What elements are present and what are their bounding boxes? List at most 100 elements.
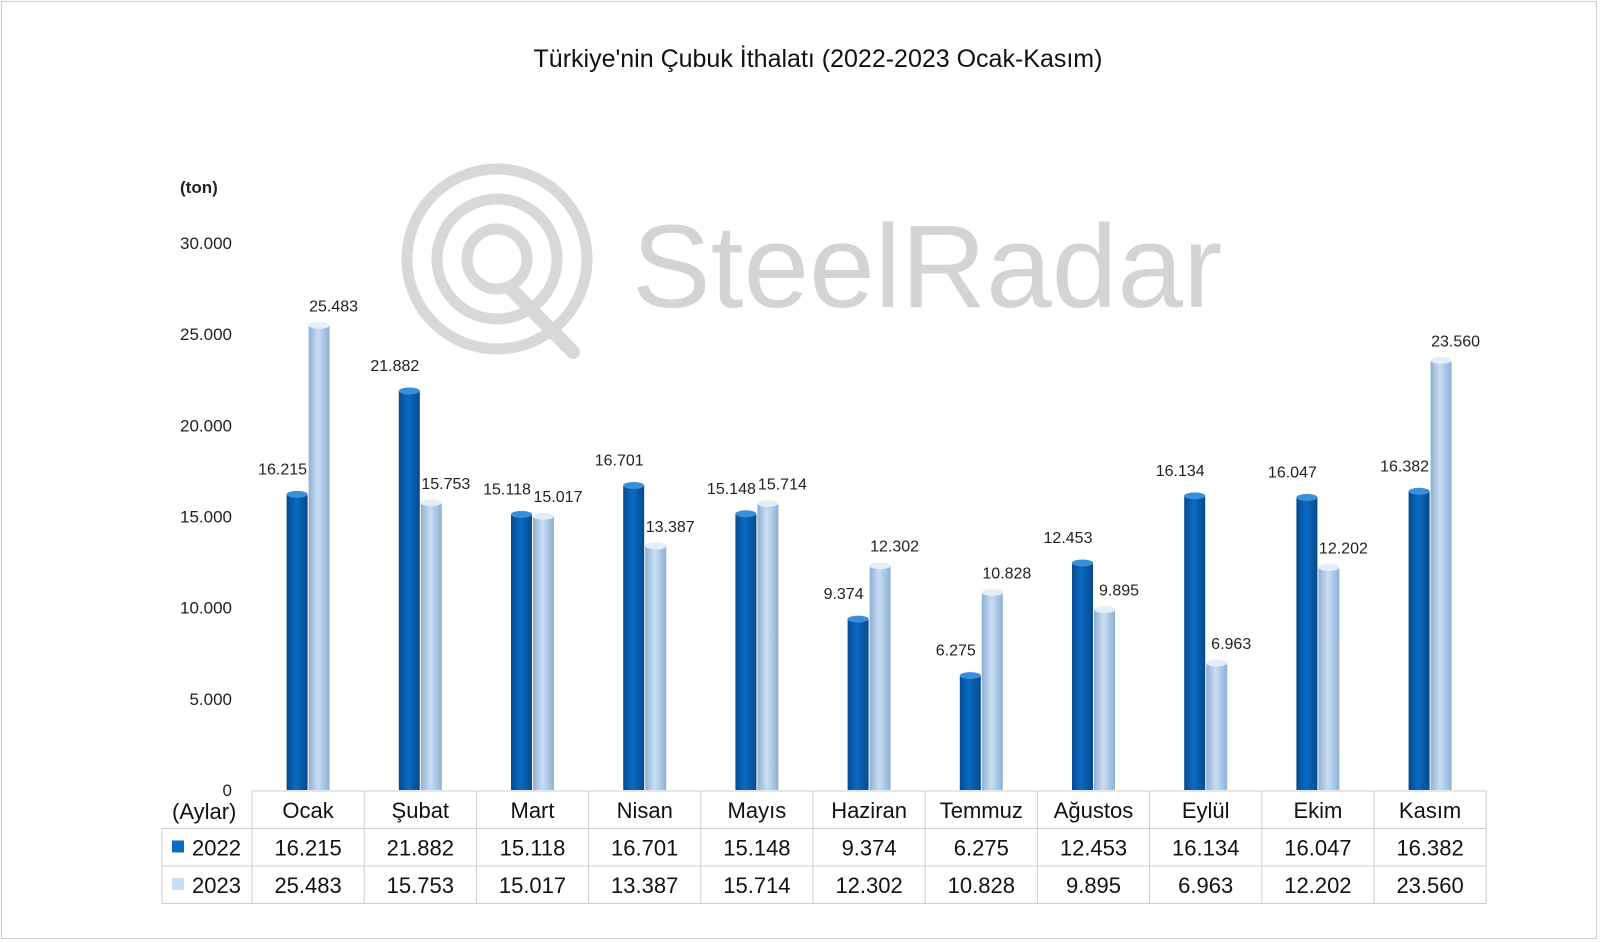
- chart-title: Türkiye'nin Çubuk İthalatı (2022-2023 Oc…: [534, 44, 1103, 73]
- bar-2023-6: [981, 589, 1003, 790]
- table-cell-2023: 12.302: [835, 873, 902, 898]
- data-label-2022: 6.275: [936, 643, 976, 660]
- data-label-2022: 16.382: [1380, 458, 1429, 475]
- bar-2022-4: [735, 510, 757, 790]
- bar-2022-6: [959, 672, 981, 790]
- y-axis-unit: (ton): [180, 178, 218, 197]
- legend-label-2022: 2022: [192, 836, 241, 861]
- data-table: Ocak 16.215 25.483 Şubat 21.882 15.753 Mart 15.…: [172, 798, 1464, 898]
- data-label-2023: 23.560: [1431, 333, 1480, 350]
- bar-2023-0: [308, 321, 330, 790]
- data-label-2023: 15.753: [421, 476, 470, 493]
- y-axis: 0 5.000 10.000 15.000 20.000 25.000 30.000: [180, 234, 232, 800]
- category-label: Ekim: [1293, 798, 1342, 823]
- bar-2023-3: [645, 542, 667, 790]
- bar-2023-9: [1318, 564, 1340, 790]
- table-cell-2022: 21.882: [387, 836, 454, 861]
- legend-swatch-2022: [172, 840, 184, 853]
- table-cell-2023: 25.483: [274, 873, 341, 898]
- bar-2022-0: [286, 490, 308, 790]
- bar-2023-10: [1430, 356, 1452, 790]
- bar-2023-8: [1206, 659, 1228, 790]
- bar-2022-5: [847, 615, 869, 790]
- legend-swatch-2023: [172, 878, 184, 890]
- data-label-2022: 16.134: [1156, 463, 1205, 480]
- y-tick-label: 0: [223, 781, 232, 800]
- data-label-2023: 10.828: [982, 566, 1031, 583]
- data-label-2023: 15.714: [758, 476, 807, 493]
- table-cell-2023: 23.560: [1396, 873, 1463, 898]
- table-cell-2022: 12.453: [1060, 836, 1127, 861]
- category-label: Mayıs: [728, 798, 787, 823]
- y-tick-label: 5.000: [189, 690, 232, 709]
- category-label: Ağustos: [1054, 798, 1134, 823]
- bar-2023-4: [757, 499, 779, 790]
- bars: [286, 321, 1452, 790]
- data-label-2023: 9.895: [1099, 583, 1139, 600]
- table-cell-2023: 15.714: [723, 873, 790, 898]
- table-cell-2022: 6.275: [954, 836, 1009, 861]
- bar-2022-10: [1408, 487, 1430, 790]
- bar-2022-3: [623, 481, 645, 790]
- data-table-grid: [161, 790, 1487, 904]
- table-cell-2022: 9.374: [842, 836, 897, 861]
- bar-2022-7: [1072, 559, 1093, 790]
- data-label-2022: 21.882: [370, 358, 419, 375]
- legend-label-2023: 2023: [192, 873, 241, 898]
- data-label-2022: 15.148: [707, 481, 756, 498]
- table-cell-2023: 15.017: [499, 873, 566, 898]
- category-label: Kasım: [1399, 798, 1461, 823]
- data-label-2023: 13.387: [646, 519, 695, 536]
- data-label-2023: 6.963: [1211, 636, 1251, 653]
- data-label-2023: 15.017: [534, 489, 583, 506]
- watermark-text: SteelRadar: [632, 201, 1222, 333]
- category-label: Ocak: [282, 798, 334, 823]
- x-axis-label: (Aylar): [172, 799, 236, 824]
- category-label: Mart: [511, 798, 555, 823]
- table-cell-2023: 15.753: [387, 873, 454, 898]
- table-cell-2023: 6.963: [1178, 873, 1233, 898]
- data-label-2022: 15.118: [483, 481, 531, 498]
- table-cell-2022: 15.118: [500, 836, 566, 861]
- table-cell-2023: 10.828: [948, 873, 1015, 898]
- table-cell-2023: 9.895: [1066, 873, 1121, 898]
- bar-2022-2: [511, 510, 532, 790]
- bar-2022-1: [398, 387, 420, 790]
- table-cell-2023: 13.387: [611, 873, 678, 898]
- table-cell-2022: 15.148: [723, 836, 790, 861]
- data-label-2022: 12.453: [1044, 530, 1093, 547]
- y-tick-label: 20.000: [180, 416, 232, 435]
- category-label: Eylül: [1182, 798, 1230, 823]
- data-labels: 16.215 25.483 21.882 15.753 15.118 15.017 16.7…: [258, 298, 1480, 659]
- data-label-2022: 16.701: [595, 452, 644, 469]
- bar-2023-2: [533, 512, 554, 790]
- table-cell-2022: 16.047: [1284, 836, 1351, 861]
- category-label: Haziran: [831, 798, 907, 823]
- bar-2022-8: [1184, 492, 1206, 790]
- category-label: Nisan: [617, 798, 673, 823]
- data-label-2022: 9.374: [824, 586, 864, 603]
- table-cell-2022: 16.701: [611, 836, 678, 861]
- data-label-2023: 12.302: [870, 539, 919, 556]
- table-cell-2023: 12.202: [1284, 873, 1351, 898]
- data-label-2022: 16.047: [1268, 464, 1317, 481]
- y-tick-label: 10.000: [180, 599, 232, 618]
- y-tick-label: 30.000: [180, 234, 232, 253]
- bar-2023-7: [1094, 606, 1115, 790]
- data-label-2022: 16.215: [258, 461, 307, 478]
- category-label: Temmuz: [940, 798, 1023, 823]
- watermark-logo: [401, 163, 593, 359]
- data-label-2023: 12.202: [1319, 541, 1368, 558]
- bar-2023-5: [869, 562, 891, 790]
- table-cell-2022: 16.382: [1396, 836, 1463, 861]
- bar-2023-1: [420, 499, 442, 790]
- y-tick-label: 25.000: [180, 325, 232, 344]
- category-label: Şubat: [392, 798, 450, 823]
- bar-2022-9: [1296, 493, 1318, 790]
- y-tick-label: 15.000: [180, 508, 232, 527]
- table-cell-2022: 16.215: [274, 836, 341, 861]
- table-cell-2022: 16.134: [1172, 836, 1239, 861]
- data-label-2023: 25.483: [309, 298, 358, 315]
